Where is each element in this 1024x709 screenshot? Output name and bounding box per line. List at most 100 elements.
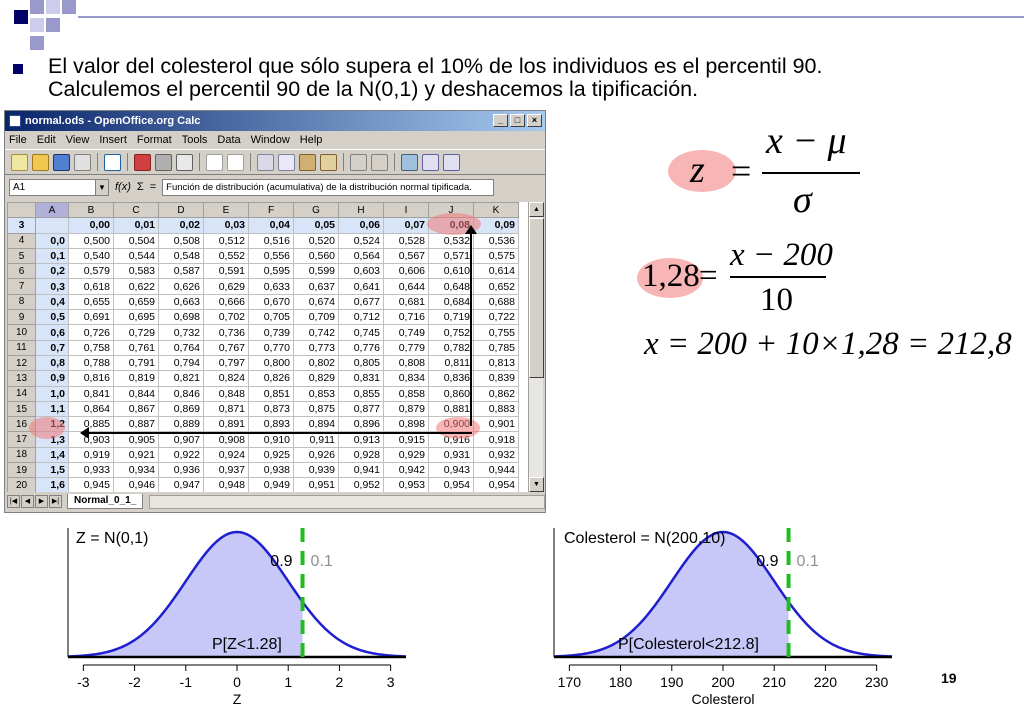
cell[interactable]: 1,0 [35, 385, 69, 402]
cell[interactable]: 0,926 [293, 446, 339, 464]
cell[interactable]: 0,924 [203, 446, 249, 464]
cell[interactable]: 1,6 [35, 477, 69, 492]
cell[interactable]: 0,722 [473, 309, 519, 326]
cell[interactable]: 0,622 [113, 278, 159, 295]
row-header[interactable]: 18 [7, 446, 36, 464]
cell[interactable]: 0,520 [293, 232, 339, 249]
cell[interactable]: 0,853 [293, 385, 339, 402]
maximize-button[interactable]: □ [510, 114, 525, 127]
cell[interactable]: 0,846 [158, 385, 204, 402]
cell[interactable]: 0,0 [35, 232, 69, 249]
cell[interactable]: 0,938 [248, 462, 294, 479]
sheet-tab[interactable]: Normal_0_1_ [67, 494, 144, 509]
cell[interactable]: 0,936 [158, 462, 204, 479]
cell[interactable]: 0,773 [293, 339, 339, 356]
cell[interactable]: 0,599 [293, 263, 339, 280]
cell[interactable]: 0,663 [158, 293, 204, 311]
cell[interactable]: 0,742 [293, 324, 339, 341]
row-header[interactable]: 16 [7, 416, 36, 433]
cell[interactable]: 1,1 [35, 400, 69, 418]
cell[interactable]: 0,626 [158, 278, 204, 295]
cell[interactable]: 0,716 [383, 309, 429, 326]
cell[interactable]: 0,556 [248, 247, 294, 265]
cell[interactable]: 0,898 [383, 416, 429, 433]
row-header[interactable]: 9 [7, 309, 36, 326]
column-header-a[interactable]: A [35, 202, 69, 219]
cell[interactable]: 0,910 [248, 431, 294, 448]
page-preview-icon[interactable] [176, 153, 193, 171]
cell[interactable]: 0,00 [68, 217, 114, 234]
cell[interactable]: 0,788 [68, 354, 114, 372]
cell[interactable]: 0,8 [35, 354, 69, 372]
function-wizard-icon[interactable]: f(x) [115, 181, 131, 193]
cell[interactable]: 0,858 [383, 385, 429, 402]
cell[interactable] [35, 217, 69, 234]
cell[interactable]: 0,885 [68, 416, 114, 433]
open-folder-icon[interactable] [32, 153, 49, 171]
cell[interactable]: 0,560 [293, 247, 339, 265]
row-header[interactable]: 5 [7, 247, 36, 265]
cell[interactable]: 0,931 [428, 446, 474, 464]
grid-corner[interactable] [7, 202, 36, 219]
cell[interactable]: 0,891 [203, 416, 249, 433]
cell[interactable]: 0,881 [428, 400, 474, 418]
cell[interactable]: 0,937 [203, 462, 249, 479]
sort-descending-icon[interactable] [443, 153, 460, 171]
cell[interactable]: 0,614 [473, 263, 519, 280]
column-header-c[interactable]: C [113, 202, 159, 219]
scroll-down-icon[interactable]: ▼ [529, 477, 544, 492]
cell[interactable]: 0,949 [248, 477, 294, 492]
column-header-i[interactable]: I [383, 202, 429, 219]
cell[interactable]: 0,918 [473, 431, 519, 448]
sort-ascending-icon[interactable] [422, 153, 439, 171]
undo-icon[interactable] [350, 153, 367, 171]
cell[interactable]: 0,953 [383, 477, 429, 492]
cell[interactable]: 0,659 [113, 293, 159, 311]
sum-icon[interactable]: Σ [136, 181, 144, 193]
cell[interactable]: 0,674 [293, 293, 339, 311]
cell[interactable]: 0,873 [248, 400, 294, 418]
new-doc-icon[interactable] [11, 153, 28, 171]
cell[interactable]: 0,826 [248, 370, 294, 387]
cell[interactable]: 0,893 [248, 416, 294, 433]
cell[interactable]: 0,819 [113, 370, 159, 387]
window-titlebar[interactable]: normal.ods - OpenOffice.org Calc _ □ × [5, 111, 545, 131]
cell[interactable]: 0,688 [473, 293, 519, 311]
cell[interactable]: 0,824 [203, 370, 249, 387]
last-sheet-icon[interactable]: ▶| [49, 495, 62, 508]
cell[interactable]: 0,755 [473, 324, 519, 341]
cell[interactable]: 0,648 [428, 278, 474, 295]
cell[interactable]: 0,767 [203, 339, 249, 356]
formula-input[interactable]: Función de distribución (acumulativa) de… [162, 178, 495, 196]
cell[interactable]: 0,695 [113, 309, 159, 326]
cell[interactable]: 0,583 [113, 263, 159, 280]
cell[interactable]: 0,816 [68, 370, 114, 387]
cell[interactable]: 0,894 [293, 416, 339, 433]
cell[interactable]: 0,797 [203, 354, 249, 372]
cell[interactable]: 0,758 [68, 339, 114, 356]
row-header[interactable]: 7 [7, 278, 36, 295]
cell[interactable]: 0,877 [338, 400, 384, 418]
row-header[interactable]: 13 [7, 370, 36, 387]
cell[interactable]: 0,864 [68, 400, 114, 418]
cell[interactable]: 0,785 [473, 339, 519, 356]
cell[interactable]: 0,508 [158, 232, 204, 249]
cell[interactable]: 0,698 [158, 309, 204, 326]
cell[interactable]: 0,5 [35, 309, 69, 326]
spellcheck-icon[interactable] [206, 153, 223, 171]
cell[interactable]: 0,3 [35, 278, 69, 295]
cell[interactable]: 0,587 [158, 263, 204, 280]
row-header[interactable]: 14 [7, 385, 36, 402]
cell[interactable]: 0,571 [428, 247, 474, 265]
edit-mode-icon[interactable] [104, 153, 121, 171]
cell[interactable]: 0,637 [293, 278, 339, 295]
cell[interactable]: 0,945 [68, 477, 114, 492]
cell[interactable]: 0,606 [383, 263, 429, 280]
copy-icon[interactable] [278, 153, 295, 171]
cell[interactable]: 0,934 [113, 462, 159, 479]
cell[interactable]: 0,504 [113, 232, 159, 249]
cell[interactable]: 1,5 [35, 462, 69, 479]
prev-sheet-icon[interactable]: ◀ [21, 495, 34, 508]
menu-item-file[interactable]: File [9, 134, 27, 146]
chevron-down-icon[interactable]: ▼ [95, 179, 108, 195]
